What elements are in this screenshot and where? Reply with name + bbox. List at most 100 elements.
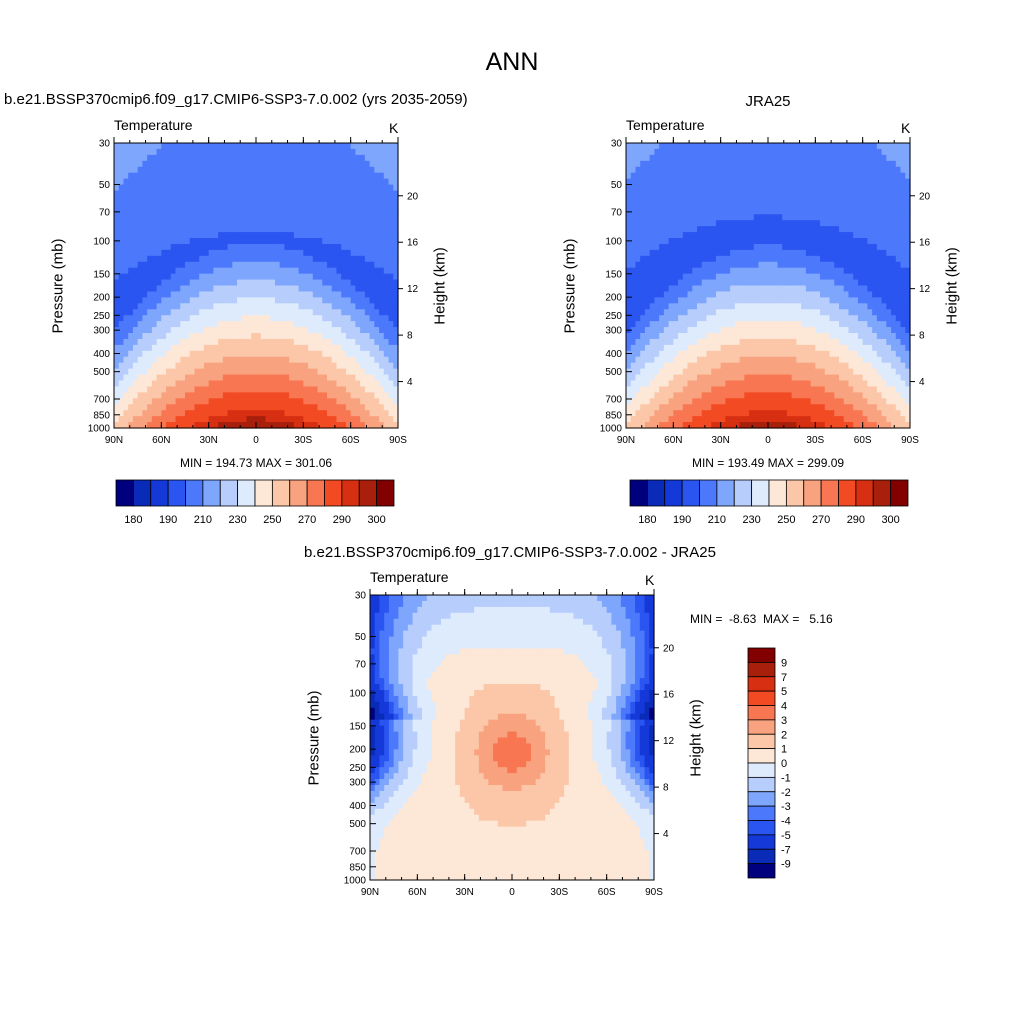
panel-2-contour-cell: [772, 220, 779, 227]
panel-2-contour-cell: [749, 398, 755, 405]
panel-2-contour-cell: [640, 279, 646, 287]
panel-1-contour-cell: [132, 350, 139, 358]
panel-2-contour-cell: [791, 202, 797, 209]
panel-2-contour-cell: [725, 148, 731, 156]
panel-2-contour-cell: [730, 410, 736, 417]
panel-1-contour-cell: [137, 297, 143, 304]
panel-1-contour-cell: [312, 291, 319, 298]
panel-1-contour-cell: [175, 255, 181, 263]
panel-2-contour-cell: [682, 166, 689, 174]
panel-2-contour-cell: [678, 297, 684, 304]
panel-1-contour-cell: [170, 166, 177, 174]
panel-2-contour-cell: [701, 368, 708, 376]
panel-1-contour-cell: [118, 279, 125, 287]
panel-1-contour-cell: [364, 226, 371, 233]
panel-2-contour-cell: [772, 392, 779, 399]
panel-2-contour-cell: [734, 344, 741, 352]
panel-1-contour-cell: [251, 362, 257, 370]
panel-1-contour-cell: [284, 243, 290, 251]
panel-1-contour-cell: [189, 404, 196, 411]
panel-1-contour-cell: [279, 303, 285, 310]
panel-1-contour-cell: [128, 416, 134, 423]
panel-2-contour-cell: [763, 238, 769, 245]
panel-2-contour-cell: [801, 160, 807, 168]
panel-1-contour-cell: [246, 249, 252, 257]
panel-2-contour-cell: [649, 404, 655, 411]
panel-2-contour-cell: [730, 386, 736, 393]
panel-1-contour-cell: [222, 273, 229, 281]
panel-2-contour-cell: [739, 303, 745, 310]
panel-1-contour-cell: [388, 172, 394, 180]
panel-1-contour-cell: [350, 368, 356, 376]
panel-1-contour-cell: [331, 202, 338, 209]
panel-2-contour-cell: [706, 410, 712, 417]
panel-2-contour-cell: [768, 285, 774, 293]
panel-2-contour-cell: [687, 196, 693, 203]
panel-1-contour-cell: [114, 166, 120, 174]
panel-2-contour-cell: [777, 368, 783, 376]
panel-1-contour-cell: [222, 190, 229, 198]
panel-1-contour-cell: [355, 160, 361, 168]
panel-1-contour-cell: [147, 226, 153, 233]
panel-1-contour-cell: [180, 220, 186, 227]
panel-1-contour-cell: [383, 184, 390, 192]
panel-2-contour-cell: [720, 154, 726, 162]
panel-1-contour-cell: [156, 184, 162, 192]
panel-1-contour-cell: [161, 154, 167, 162]
panel-1-contour-cell: [222, 315, 229, 322]
panel-1-contour-cell: [336, 291, 342, 298]
panel-2-contour-cell: [805, 160, 812, 168]
panel-2-contour-cell: [715, 333, 722, 340]
panel-2-contour-cell: [711, 338, 717, 346]
panel-2-contour-cell: [758, 356, 764, 364]
panel-1-contour-cell: [218, 392, 224, 399]
panel-1-variable-label: Temperature: [114, 117, 193, 133]
panel-1-contour-cell: [180, 374, 186, 382]
panel-1-contour-cell: [222, 261, 229, 269]
panel-1-contour-cell: [379, 297, 385, 304]
panel-1-contour-cell: [156, 386, 162, 393]
panel-1-contour-cell: [327, 226, 333, 233]
panel-1-contour-cell: [336, 374, 342, 382]
panel-2-contour-cell: [805, 214, 812, 221]
panel-2-contour-cell: [820, 338, 826, 346]
panel-1-contour-cell: [327, 273, 333, 281]
panel-1-contour-cell: [237, 362, 243, 370]
panel-2-contour-cell: [805, 374, 812, 382]
panel-1-contour-cell: [317, 154, 323, 162]
panel-1-contour-cell: [189, 297, 196, 304]
panel-1-contour-cell: [293, 166, 300, 174]
panel-1-contour-cell: [327, 178, 333, 186]
panel-1-contour-cell: [227, 362, 233, 370]
panel-1-contour-cell: [123, 380, 129, 388]
panel-2-contour-cell: [701, 303, 708, 310]
panel-1-contour-cell: [185, 196, 191, 203]
panel-2-contour-cell: [673, 315, 679, 322]
pressure-tick-label: 150: [93, 269, 110, 280]
panel-1-contour-cell: [374, 172, 380, 180]
panel-1-contour-cell: [303, 226, 309, 233]
panel-2-contour-cell: [796, 338, 802, 346]
panel-1-contour-cell: [128, 178, 134, 186]
panel-2-contour-cell: [711, 267, 717, 275]
panel-1-contour-cell: [156, 333, 162, 340]
panel-2-contour-cell: [663, 273, 670, 281]
panel-2-contour-cell: [739, 327, 745, 334]
panel-1-contour-cell: [331, 321, 338, 328]
panel-1-contour-cell: [227, 243, 233, 251]
panel-1-contour-cell: [274, 243, 281, 251]
panel-1-contour-cell: [123, 309, 129, 316]
panel-1-contour-cell: [128, 333, 134, 340]
panel-2-contour-cell: [791, 172, 797, 180]
panel-1-contour-cell: [327, 160, 333, 168]
panel-1-contour-cell: [151, 166, 158, 174]
panel-1-contour-cell: [222, 220, 229, 227]
panel-1-contour-cell: [118, 422, 125, 429]
panel-1-contour-cell: [355, 178, 361, 186]
panel-1-contour-cell: [227, 202, 233, 209]
panel-1-contour-cell: [298, 232, 304, 239]
panel-1-contour-cell: [232, 166, 238, 174]
panel-2-contour-cell: [668, 303, 674, 310]
panel-2-contour-cell: [805, 232, 812, 239]
panel-1-contour-cell: [284, 416, 290, 423]
